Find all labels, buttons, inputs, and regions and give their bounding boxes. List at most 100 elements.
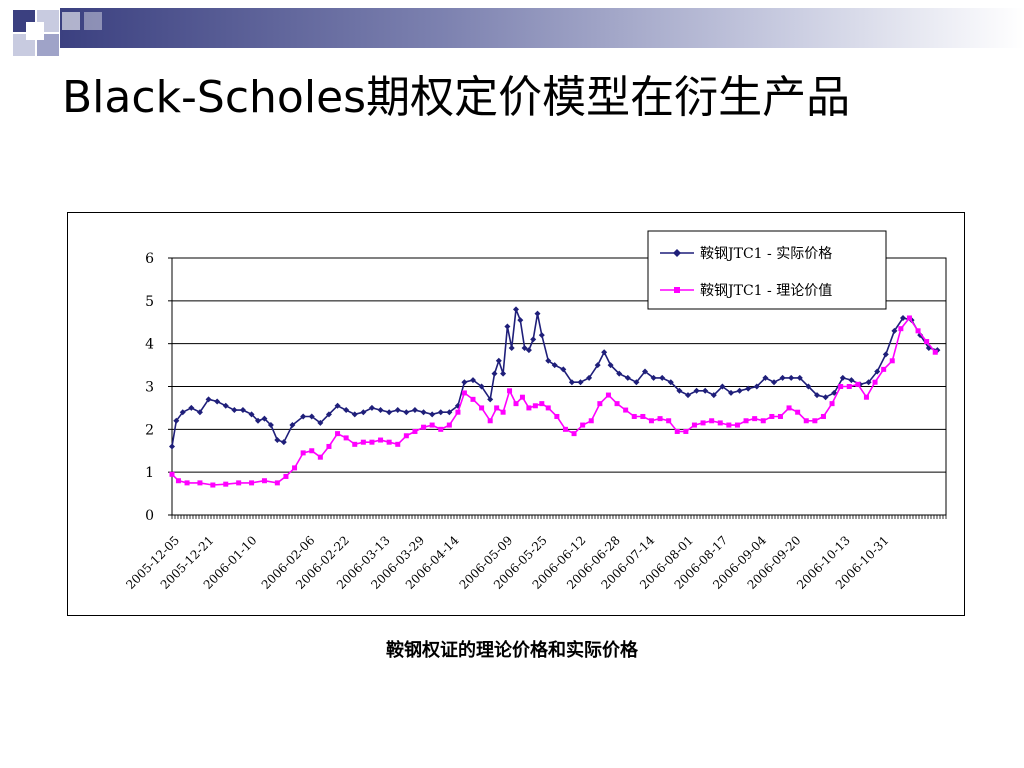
legend-marker	[674, 287, 680, 293]
data-point	[267, 422, 274, 429]
data-point	[352, 441, 358, 447]
data-point	[421, 424, 427, 430]
data-point	[494, 405, 500, 411]
data-point	[197, 480, 203, 486]
data-point	[231, 407, 238, 414]
data-point	[586, 374, 593, 381]
data-point	[309, 448, 315, 454]
data-point	[249, 480, 255, 486]
data-point	[788, 374, 795, 381]
data-point	[369, 439, 375, 445]
y-tick-label: 3	[145, 380, 154, 396]
y-tick-label: 2	[145, 422, 154, 438]
data-point	[534, 310, 541, 317]
data-point	[560, 366, 567, 373]
y-tick-label: 1	[145, 465, 154, 481]
data-point	[753, 383, 760, 390]
data-point	[343, 407, 350, 414]
data-point	[351, 411, 358, 418]
data-point	[461, 379, 468, 386]
data-point	[752, 416, 758, 422]
data-point	[588, 418, 594, 424]
data-point	[360, 409, 367, 416]
data-point	[676, 387, 683, 394]
data-point	[650, 374, 657, 381]
data-point	[726, 422, 732, 428]
data-point	[889, 358, 895, 364]
data-point	[594, 362, 601, 369]
series-line-2	[171, 316, 936, 486]
data-point	[248, 411, 255, 418]
data-point	[538, 332, 545, 339]
chart-caption: 鞍钢权证的理论价格和实际价格	[386, 640, 638, 661]
data-point	[317, 419, 324, 426]
data-point	[839, 374, 846, 381]
data-point	[820, 413, 826, 419]
data-point	[597, 401, 603, 407]
data-point	[461, 390, 467, 396]
data-point	[378, 437, 384, 443]
data-point	[283, 473, 289, 479]
data-point	[500, 370, 507, 377]
data-point	[526, 405, 532, 411]
data-point	[184, 480, 190, 486]
data-point	[214, 398, 221, 405]
data-point	[631, 413, 637, 419]
data-point	[762, 374, 769, 381]
data-point	[179, 409, 186, 416]
data-point	[377, 407, 384, 414]
data-point	[335, 431, 341, 437]
data-point	[487, 396, 494, 403]
data-point	[709, 418, 715, 424]
data-point	[470, 377, 476, 384]
data-point	[412, 428, 418, 434]
data-point	[760, 418, 766, 424]
data-point	[872, 379, 878, 385]
data-point	[769, 413, 775, 419]
data-point	[667, 379, 674, 386]
data-point	[513, 306, 519, 313]
data-point	[924, 339, 930, 345]
data-point	[624, 374, 631, 381]
data-point	[403, 433, 409, 439]
legend-marker	[673, 249, 681, 257]
data-point	[386, 409, 393, 416]
data-point	[411, 407, 418, 414]
data-point	[368, 404, 375, 411]
data-point	[659, 374, 666, 381]
y-tick-label: 5	[145, 294, 154, 310]
data-point	[429, 422, 435, 428]
data-point	[446, 409, 453, 416]
data-point	[640, 413, 646, 419]
data-point	[210, 482, 216, 488]
data-point	[683, 428, 689, 434]
data-point	[666, 418, 672, 424]
slide-title: Black-Scholes期权定价模型在衍生产品	[62, 72, 851, 123]
data-point	[777, 413, 783, 419]
data-point	[577, 379, 584, 386]
chart-frame: 0 1 2 3 4 5 6 2005-12-05 2005-12-21 2006-01-10 20…	[67, 212, 965, 616]
data-point	[169, 471, 175, 477]
data-point	[222, 402, 229, 409]
data-point	[274, 480, 280, 486]
data-point	[343, 435, 349, 441]
y-tick-label: 6	[145, 251, 154, 267]
data-point	[900, 314, 906, 321]
data-point	[403, 409, 410, 416]
y-tick-label: 0	[145, 508, 154, 524]
data-point	[525, 347, 532, 354]
data-point	[863, 394, 869, 400]
data-point	[728, 389, 734, 396]
data-point	[874, 368, 881, 375]
data-point	[917, 332, 924, 339]
data-point	[829, 401, 835, 407]
data-point	[519, 394, 525, 400]
data-point	[470, 396, 476, 402]
data-point	[325, 411, 332, 418]
data-point	[657, 416, 663, 422]
data-point	[838, 384, 844, 389]
data-point	[771, 379, 777, 386]
data-point	[633, 379, 640, 386]
data-point	[702, 387, 709, 394]
data-point	[437, 409, 444, 416]
